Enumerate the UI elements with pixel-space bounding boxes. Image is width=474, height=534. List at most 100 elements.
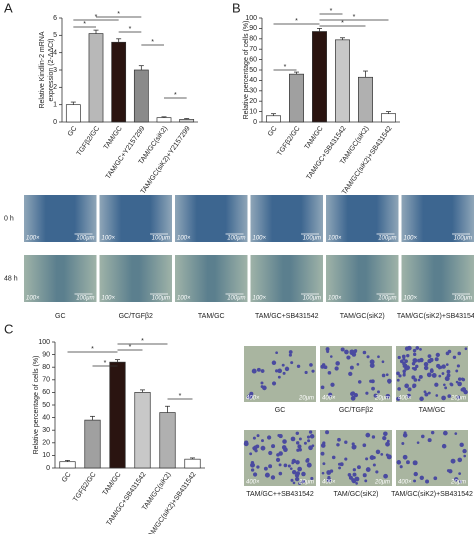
cell-dot (381, 373, 386, 378)
y-tick-label: 80 (249, 36, 257, 43)
cell-dot (320, 385, 325, 390)
image-scale: 20μm (298, 396, 314, 402)
cell-dot (327, 371, 332, 375)
y-tick-label: 90 (249, 25, 257, 32)
image-magnification: 400× (246, 480, 260, 486)
cell-dot (381, 360, 385, 364)
significance-star: * (341, 20, 344, 27)
significance-star: * (129, 26, 132, 33)
cell-dot (423, 361, 429, 367)
cell-dot (371, 386, 375, 391)
cell-dot (283, 445, 287, 449)
cell-dot (447, 349, 452, 354)
image-scale: 100μm (227, 236, 245, 242)
cell-dot (412, 348, 417, 353)
x-tick-label: TAM/GC (103, 125, 124, 151)
cell-dot (322, 462, 326, 466)
cell-dot (292, 481, 296, 485)
y-tick-label: 100 (38, 339, 50, 346)
cell-dot (362, 443, 367, 448)
cell-dot (387, 380, 391, 384)
column-label: GC/TGFβ2 (119, 313, 153, 320)
cell-dot (457, 381, 462, 387)
x-tick-label: TAM/GC (102, 471, 123, 497)
cell-dot (461, 387, 467, 392)
cell-dot (326, 477, 332, 483)
cell-dot (320, 443, 326, 448)
cell-dot (282, 371, 286, 375)
cell-dot (321, 471, 325, 475)
bar (84, 419, 101, 469)
cell-dot (349, 365, 354, 370)
cell-dot (268, 450, 273, 456)
cell-dot (297, 444, 302, 449)
cell-dot (419, 396, 424, 402)
y-tick-label: 40 (42, 414, 50, 421)
cell-dot (427, 391, 431, 395)
cell-dot (427, 354, 432, 359)
cell-dot (404, 363, 408, 367)
cell-dot (441, 395, 446, 401)
transwell-image (244, 346, 316, 402)
cell-dot (446, 369, 451, 374)
cell-dot (290, 361, 294, 365)
image-scale: 20μm (450, 480, 466, 486)
y-tick-label: 70 (249, 46, 257, 53)
cell-dot (417, 358, 421, 363)
cell-dot (352, 468, 356, 472)
image-magnification: 100× (253, 236, 267, 242)
cell-dot (385, 441, 390, 447)
cell-dot (412, 358, 418, 363)
cell-dot (436, 363, 441, 368)
y-tick-label: 0 (53, 119, 57, 126)
cell-dot (383, 473, 388, 479)
cell-dot (350, 395, 356, 401)
bar (109, 361, 126, 469)
image-magnification: 100× (404, 296, 418, 302)
cell-dot (353, 393, 359, 398)
y-tick-label: 30 (42, 427, 50, 434)
cell-dot (298, 437, 302, 441)
cell-dot (350, 391, 355, 397)
cell-dot (454, 432, 458, 435)
cell-dot (351, 478, 356, 483)
x-tick-label: TGFβ2/GC (76, 125, 101, 157)
bar (289, 73, 304, 123)
image-label: GC (275, 407, 286, 414)
y-axis-label: Relative percentage of cells (%) (243, 21, 250, 120)
cell-dot (357, 465, 361, 470)
cell-dot (457, 457, 463, 463)
cell-dot (284, 366, 290, 372)
cell-dot (264, 472, 270, 478)
cell-dot (266, 435, 272, 440)
y-axis-label: Relative percentage of cells (%) (33, 356, 40, 455)
significance-star: * (141, 338, 144, 345)
y-tick-label: 10 (42, 452, 50, 459)
cell-dot (271, 360, 277, 366)
cell-dot (296, 364, 301, 369)
cell-dot (406, 353, 410, 358)
cell-dot (339, 462, 344, 467)
bar (184, 458, 201, 469)
cell-dot (396, 378, 400, 382)
y-tick-label: 80 (42, 364, 50, 371)
cell-dot (362, 473, 367, 478)
cell-dot (260, 445, 266, 451)
cell-dot (434, 382, 439, 387)
cell-dot (443, 383, 446, 387)
cell-dot (404, 346, 410, 351)
cell-dot (329, 355, 333, 358)
cell-dot (369, 455, 375, 461)
y-tick-label: 50 (249, 67, 257, 74)
cell-dot (419, 475, 424, 480)
image-scale: 20μm (374, 480, 390, 486)
cell-dot (369, 363, 375, 368)
x-tick-label: GC (67, 125, 79, 138)
bar (159, 412, 176, 469)
cell-dot (385, 373, 389, 377)
cell-dot (301, 471, 306, 477)
y-tick-label: 60 (249, 56, 257, 63)
significance-star: * (330, 8, 333, 15)
cell-dot (288, 353, 292, 357)
cell-dot (365, 467, 371, 472)
